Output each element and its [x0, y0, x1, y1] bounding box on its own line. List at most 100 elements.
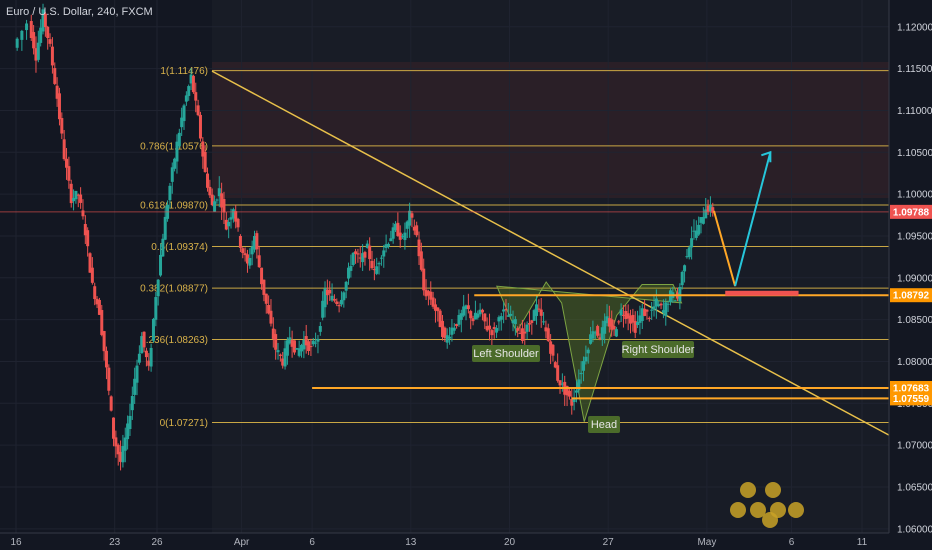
candle-body [433, 304, 437, 311]
candle-body [499, 316, 503, 320]
candle-body [339, 299, 343, 305]
candle-body [109, 396, 113, 411]
candle-body [274, 334, 278, 350]
candle-body [215, 199, 219, 201]
candle-body [523, 331, 527, 334]
candle-body [316, 338, 320, 342]
candle-body [401, 235, 405, 237]
candle-body [126, 423, 130, 440]
candle-body [476, 313, 480, 318]
candle-body [20, 30, 24, 40]
candle-body [488, 325, 492, 330]
candle-body [295, 348, 299, 350]
candle-body [332, 299, 336, 301]
candle-body [151, 318, 155, 341]
candle-body [102, 331, 106, 352]
candle-body [551, 344, 555, 356]
candle-body [678, 286, 682, 302]
candle-body [527, 323, 531, 325]
candle-body [243, 253, 247, 256]
candle-body [363, 252, 367, 258]
candle-body [626, 313, 630, 319]
candle-body [76, 194, 80, 196]
x-axis-labels: 16 23 26 Apr 6 13 20 27 May 6 11 [10, 537, 867, 548]
watermark-coin [788, 502, 804, 518]
candle-body [452, 327, 456, 331]
right-shoulder-label: Right Shoulder [622, 344, 695, 356]
candle-body [276, 350, 280, 353]
candle-body [100, 310, 104, 335]
candle-body [194, 92, 198, 101]
candle-body [375, 266, 379, 274]
candle-body [391, 227, 395, 239]
last-price-tag: 1.09788 [893, 207, 930, 218]
candle-body [680, 272, 684, 286]
candle-body [459, 313, 463, 320]
level-tag: 1.08792 [893, 291, 930, 302]
candle-body [445, 335, 449, 343]
projection-path[interactable] [712, 150, 772, 287]
candle-body [607, 318, 611, 327]
candle-body [144, 350, 148, 358]
candle-body [123, 437, 127, 451]
level-tag-bg [890, 391, 932, 406]
candle-body [525, 324, 529, 332]
y-axis-labels: 1.12000 1.11500 1.11000 1.10500 1.10000 1.095… [897, 22, 932, 535]
candle-body [309, 346, 313, 348]
candle-body [88, 253, 92, 273]
candle-body [142, 331, 146, 348]
fibonacci-retracement[interactable]: 1(1.11476) 0.786(1.10576) 0.618(1.09870) 0.… [140, 66, 889, 429]
candle-body [546, 328, 550, 341]
resistance-zone [212, 62, 889, 198]
price-axis[interactable] [889, 0, 932, 550]
candle-body [692, 230, 696, 232]
candle-body [290, 340, 294, 347]
candle-body [558, 380, 562, 386]
y-tick-label: 1.12000 [897, 22, 932, 33]
candle-body [495, 327, 499, 333]
candle-body [711, 207, 715, 213]
candle-body [206, 173, 210, 188]
projection-arrowhead [761, 150, 772, 163]
candle-body [116, 444, 120, 455]
watermark-coin [762, 512, 778, 528]
candle-body [389, 238, 393, 242]
candle-body [633, 320, 637, 333]
x-tick-label: May [697, 537, 716, 548]
candle-body [163, 216, 167, 240]
candle-body [311, 340, 315, 345]
candle-body [370, 260, 374, 269]
candle-body [480, 309, 484, 313]
candle-body [191, 75, 195, 93]
candle-body [441, 320, 445, 337]
candle-body [128, 415, 132, 430]
x-tick-label: 13 [405, 537, 417, 548]
head-badge [588, 416, 620, 433]
candle-body [518, 332, 522, 334]
candle-body [149, 347, 153, 367]
candle-body [708, 205, 712, 212]
candle-body [168, 185, 172, 201]
candle-body [354, 251, 358, 254]
candle-body [323, 288, 327, 308]
candle-body [161, 238, 165, 257]
candle-body [556, 365, 560, 381]
candle-body [504, 309, 508, 311]
trendline[interactable] [211, 70, 890, 436]
candle-body [79, 194, 83, 203]
candle-body [351, 252, 355, 265]
support-levels[interactable] [0, 211, 889, 400]
candle-body [236, 218, 240, 228]
candle-body [213, 201, 217, 212]
candle-body [253, 235, 257, 250]
candle-body [187, 86, 191, 96]
candle-body [175, 141, 179, 162]
candle-body [347, 267, 351, 279]
candle-body [227, 221, 231, 227]
time-axis[interactable] [0, 533, 932, 550]
x-tick-label: 23 [109, 537, 121, 548]
fib-label: 0.5(1.09374) [151, 242, 208, 253]
candle-body [262, 279, 266, 295]
candle-body [579, 372, 583, 375]
